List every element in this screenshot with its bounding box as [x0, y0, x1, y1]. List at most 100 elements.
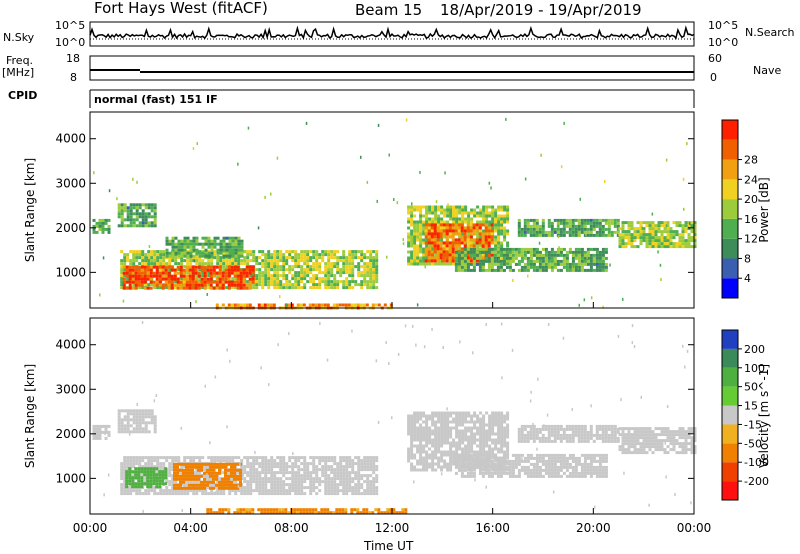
power-ylabel: Slant Range [km] [23, 158, 37, 262]
scatter-region [618, 427, 697, 455]
x-tick-label: 00:00 [73, 521, 108, 535]
x-tick-label: 00:00 [677, 521, 712, 535]
freq-top-tick: 18 [66, 52, 80, 65]
colorbar-cell [722, 405, 738, 425]
beam-label: Beam 15 [355, 1, 423, 19]
power-panel [92, 117, 697, 310]
scatter-region [454, 453, 608, 478]
freq-strip-frame [89, 55, 695, 81]
y-tick-label: 3000 [55, 382, 86, 396]
colorbar-cell [722, 120, 738, 140]
colorbar-tick-label: -15 [744, 418, 762, 431]
colorbar-cell [722, 278, 738, 298]
nave-top-tick: 60 [708, 52, 722, 65]
freq-bottom-tick: 8 [70, 71, 77, 84]
x-tick-label: 08:00 [274, 521, 309, 535]
colorbar-cell [722, 443, 738, 463]
noise-left-bottom-tick: 10^0 [55, 36, 86, 49]
noise-right-top-tick: 10^5 [708, 19, 739, 32]
colorbar-cell [722, 424, 738, 444]
scatter-region [122, 265, 255, 290]
colorbar-cell [722, 348, 738, 368]
colorbar-cell [722, 386, 738, 406]
colorbar-tick-label: -200 [744, 475, 769, 488]
velocity-colorbar-label: Velocity [m s^-1] [757, 364, 771, 468]
speckle-points [93, 117, 691, 309]
velocity-ylabel: Slant Range [km] [23, 364, 37, 468]
x-tick-label: 12:00 [375, 521, 410, 535]
scatter-region [125, 467, 168, 489]
colorbar-tick-label: 15 [744, 400, 758, 413]
velocity-colorbar: -200 -100 -50 -15 15 50 100 200 [721, 329, 769, 501]
colorbar-tick-label: -100 [744, 456, 769, 469]
colorbar-tick-label: 20 [744, 193, 758, 206]
x-axis-label: Time UT [364, 539, 414, 553]
scatter-region [517, 424, 620, 443]
colorbar-tick-label: 100 [744, 362, 765, 375]
colorbar-cell [722, 199, 738, 219]
colorbar-cell [722, 258, 738, 279]
colorbar-cell [722, 330, 738, 349]
nave-label: Nave [753, 64, 782, 77]
colorbar-tick-label: 50 [744, 381, 758, 394]
colorbar-cell [722, 462, 738, 482]
freq-label: Freq. [6, 54, 34, 67]
freq-trace [90, 69, 694, 73]
colorbar-cell [722, 179, 738, 200]
scatter-region [92, 424, 111, 440]
scatter-region [92, 218, 111, 234]
cpid-text: normal (fast) 151 IF [94, 93, 218, 106]
scatter-region [117, 409, 157, 434]
colorbar-frame [721, 329, 739, 501]
colorbar-cell [722, 367, 738, 387]
colorbar-tick-label: 12 [744, 233, 758, 246]
noise-line [89, 25, 695, 40]
noise-trace [89, 25, 695, 40]
y-tick-label: 4000 [55, 338, 86, 352]
colorbar-cell [722, 218, 738, 239]
radar-title: Fort Hays West (fitACF) [94, 0, 268, 17]
velocity-panel [92, 320, 697, 515]
colorbar-cell [722, 481, 738, 500]
colorbar-tick-label: 24 [744, 173, 758, 186]
y-tick-label: 2000 [55, 221, 86, 235]
power-colorbar: 4 8 12 16 20 24 28 [721, 119, 758, 299]
colorbar-cell [722, 159, 738, 180]
cpid-label: CPID [8, 89, 38, 102]
scatter-region [165, 236, 244, 258]
colorbar-tick-label: 16 [744, 213, 758, 226]
colorbar-frame [721, 119, 739, 299]
date-range: 18/Apr/2019 - 19/Apr/2019 [440, 1, 642, 19]
scatter-region [407, 411, 510, 472]
y-tick-label: 1000 [55, 471, 86, 485]
colorbar-cell [722, 139, 738, 160]
colorbar-tick-label: 200 [744, 343, 765, 356]
scatter-region [173, 462, 242, 490]
nsky-label: N.Sky [3, 31, 35, 44]
scatter-region [206, 508, 408, 515]
x-tick-label: 16:00 [475, 521, 510, 535]
colorbar-cell [722, 238, 738, 259]
nave-bottom-tick: 0 [710, 71, 717, 84]
scatter-region [424, 223, 494, 263]
power-colorbar-label: Power [dB] [757, 177, 771, 242]
mhz-label: [MHz] [2, 66, 35, 79]
colorbar-tick-label: -50 [744, 437, 762, 450]
colorbar-tick-label: 4 [744, 272, 751, 285]
speckle-points [103, 320, 692, 513]
y-tick-label: 1000 [55, 265, 86, 279]
axis-ticks: 1000 2000 3000 4000 1000 2000 3000 4000 00:00 04:… [55, 132, 711, 535]
y-tick-label: 3000 [55, 176, 86, 190]
colorbar-tick-label: 28 [744, 154, 758, 167]
x-tick-label: 20:00 [576, 521, 611, 535]
scatter-region [454, 247, 608, 272]
scatter-region [517, 218, 620, 237]
y-tick-label: 4000 [55, 132, 86, 146]
x-tick-label: 04:00 [173, 521, 208, 535]
noise-left-top-tick: 10^5 [55, 19, 86, 32]
nsearch-label: N.Search [745, 26, 795, 39]
scatter-region [117, 203, 157, 228]
noise-right-bottom-tick: 10^0 [708, 36, 739, 49]
colorbar-tick-label: 8 [744, 252, 751, 265]
